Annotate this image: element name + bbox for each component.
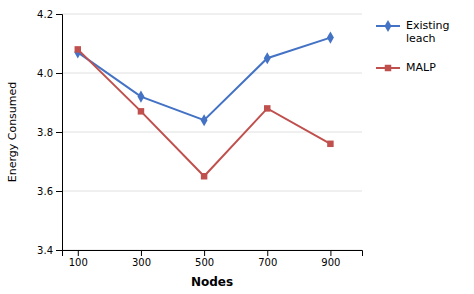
y-axis: 3.4 3.6 3.8 4.0 4.2 bbox=[37, 9, 62, 256]
plot: 100 300 500 700 900 3.4 3.6 3.8 4.0 4.2 bbox=[37, 9, 362, 268]
point bbox=[264, 52, 271, 64]
tick: 300 bbox=[132, 250, 151, 268]
tick-mark bbox=[330, 250, 331, 256]
tick-label: 4.2 bbox=[37, 9, 53, 20]
tick-mark bbox=[56, 191, 62, 192]
point bbox=[137, 91, 144, 103]
legend-item: Existingleach bbox=[376, 19, 450, 45]
axis-line bbox=[56, 15, 63, 251]
series-group bbox=[74, 32, 334, 180]
tick-label: 3.6 bbox=[37, 186, 53, 197]
tick: 500 bbox=[195, 250, 214, 268]
point bbox=[75, 46, 81, 52]
point bbox=[201, 173, 207, 179]
grid-line bbox=[62, 191, 362, 192]
tick-mark bbox=[204, 250, 205, 256]
tick: 700 bbox=[258, 250, 277, 268]
legend-marker bbox=[385, 65, 391, 71]
tick: 4.2 bbox=[37, 9, 62, 20]
legend: Existingleach MALP bbox=[376, 19, 450, 74]
tick-mark bbox=[56, 14, 62, 15]
tick-label: 900 bbox=[321, 257, 340, 268]
tick: 3.4 bbox=[37, 245, 62, 256]
point bbox=[138, 108, 144, 114]
tick-label: 100 bbox=[69, 257, 88, 268]
legend-marker bbox=[385, 20, 392, 32]
axis-line bbox=[63, 251, 363, 257]
legend-label-line: MALP bbox=[406, 61, 436, 74]
tick: 100 bbox=[69, 250, 88, 268]
tick: 3.8 bbox=[37, 127, 62, 138]
legend-label-line: leach bbox=[406, 32, 436, 45]
tick-mark bbox=[141, 250, 142, 256]
tick-label: 3.8 bbox=[37, 127, 53, 138]
tick-label: 500 bbox=[195, 257, 214, 268]
x-axis-title: Nodes bbox=[191, 275, 233, 289]
tick-label: 3.4 bbox=[37, 245, 53, 256]
point bbox=[327, 32, 334, 44]
tick-label: 300 bbox=[132, 257, 151, 268]
legend-item: MALP bbox=[376, 61, 436, 74]
tick-mark bbox=[267, 250, 268, 256]
tick: 900 bbox=[321, 250, 340, 268]
point bbox=[327, 141, 333, 147]
tick: 4.0 bbox=[37, 68, 62, 79]
tick-mark bbox=[56, 132, 62, 133]
series-line bbox=[78, 38, 331, 121]
y-axis-title: Energy Consumed bbox=[6, 82, 19, 183]
series-line bbox=[78, 49, 331, 176]
legend-label: Existingleach bbox=[406, 19, 450, 45]
legend-label-line: Existing bbox=[406, 19, 450, 32]
tick-mark bbox=[56, 73, 62, 74]
grid bbox=[62, 14, 362, 250]
point bbox=[264, 105, 270, 111]
tick-mark bbox=[78, 250, 79, 256]
grid-line bbox=[62, 132, 362, 133]
tick-label: 700 bbox=[258, 257, 277, 268]
point bbox=[74, 46, 81, 58]
point bbox=[201, 114, 208, 126]
tick-label: 4.0 bbox=[37, 68, 53, 79]
tick-mark bbox=[56, 250, 62, 251]
legend-label: MALP bbox=[406, 61, 436, 74]
tick: 3.6 bbox=[37, 186, 62, 197]
x-axis: 100 300 500 700 900 bbox=[63, 250, 363, 268]
chart: 100 300 500 700 900 3.4 3.6 3.8 4.0 4.2 Nodes Energ… bbox=[0, 0, 474, 294]
grid-line bbox=[62, 14, 362, 15]
